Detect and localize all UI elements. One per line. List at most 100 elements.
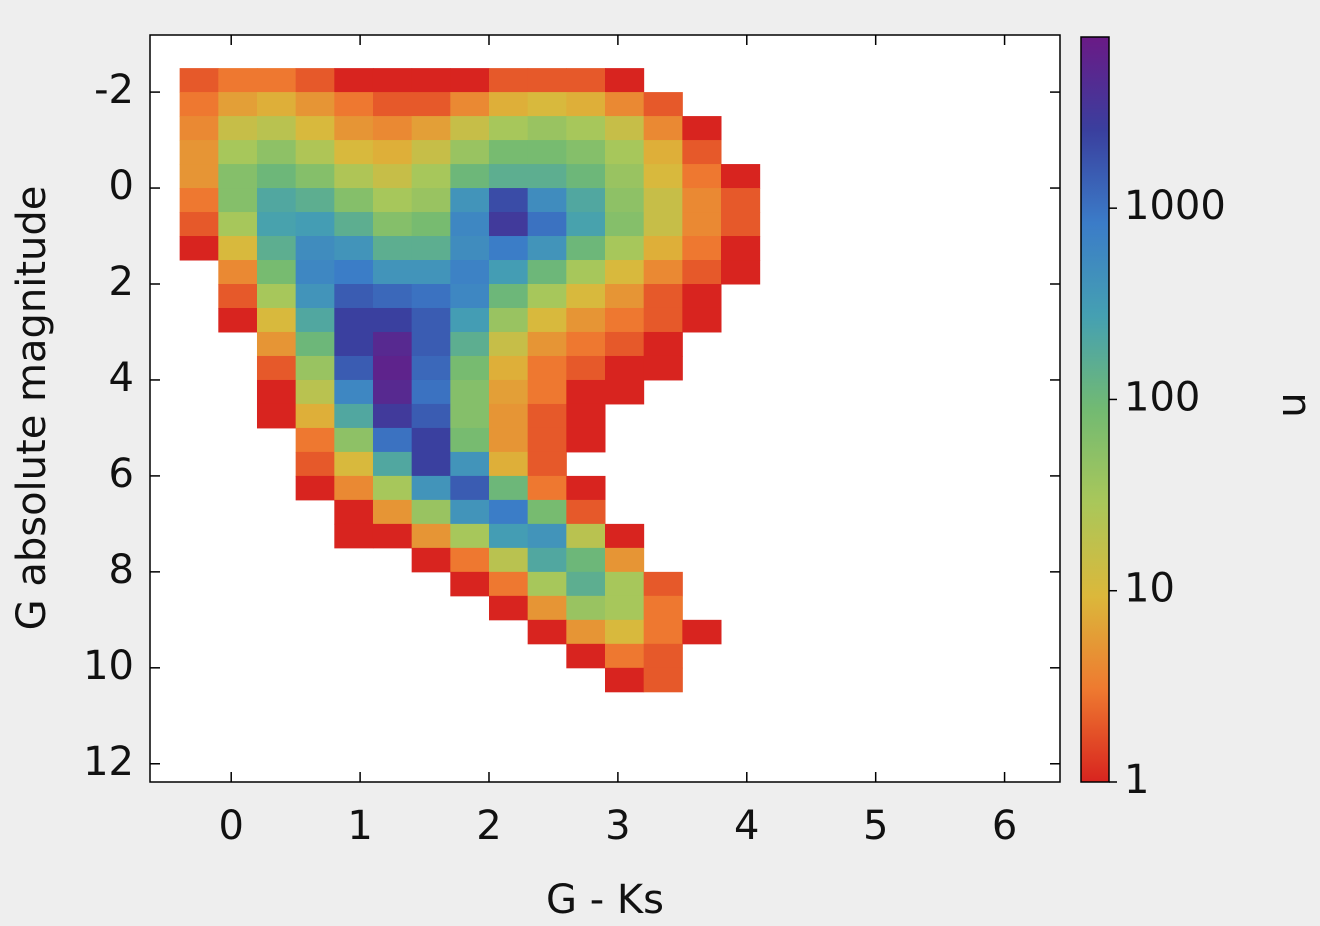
cell <box>218 116 258 141</box>
y-tick-label: -2 <box>94 67 134 113</box>
cell <box>643 307 683 333</box>
cell <box>411 547 451 573</box>
cell <box>605 164 645 189</box>
cell <box>605 140 645 165</box>
cell <box>450 379 490 405</box>
cell <box>527 619 567 645</box>
cell <box>411 116 451 141</box>
cell <box>527 284 567 309</box>
cell <box>605 212 645 237</box>
cell <box>605 595 645 621</box>
cell <box>450 68 490 93</box>
cell <box>605 571 645 597</box>
cell <box>372 92 413 117</box>
cell <box>682 188 722 213</box>
cell <box>643 212 683 237</box>
cell <box>218 164 258 189</box>
x-tick-label: 4 <box>734 803 759 849</box>
y-tick-label: 10 <box>83 643 134 689</box>
cell <box>605 92 645 117</box>
cell <box>411 212 451 237</box>
cell <box>256 188 297 213</box>
cell <box>721 188 761 213</box>
colorbar-tick-label: 1 <box>1124 757 1149 803</box>
cell <box>411 331 451 357</box>
cell <box>488 188 529 213</box>
cell <box>372 451 413 477</box>
cell <box>566 116 606 141</box>
cell <box>527 523 567 549</box>
cell <box>411 523 451 549</box>
cell <box>488 475 529 501</box>
cell <box>488 355 529 381</box>
x-tick-label: 3 <box>605 803 630 849</box>
cell <box>488 403 529 429</box>
cell <box>527 499 567 525</box>
cell <box>334 236 374 261</box>
cell <box>450 451 490 477</box>
cell <box>605 68 645 93</box>
cell <box>450 403 490 429</box>
cell <box>450 499 490 525</box>
cell <box>179 116 219 141</box>
cell <box>334 116 374 141</box>
cell <box>372 212 413 237</box>
cell <box>527 547 567 573</box>
cell <box>372 499 413 525</box>
cell <box>334 475 374 501</box>
cell <box>179 236 219 261</box>
cell <box>256 92 297 117</box>
cell <box>682 140 722 165</box>
cell <box>643 188 683 213</box>
cell <box>411 284 451 309</box>
cell <box>605 116 645 141</box>
cell <box>334 355 374 381</box>
plot-frame <box>149 34 1061 783</box>
cell <box>295 164 335 189</box>
cell <box>334 92 374 117</box>
cell <box>450 355 490 381</box>
x-axis-label: G - Ks <box>546 877 664 923</box>
cell <box>643 331 683 357</box>
cell <box>605 236 645 261</box>
cell <box>682 236 722 261</box>
cell <box>566 164 606 189</box>
cell <box>450 427 490 453</box>
cell <box>527 355 567 381</box>
cell <box>411 499 451 525</box>
cell <box>527 427 567 453</box>
cell <box>372 260 413 285</box>
cell <box>682 260 722 285</box>
cell <box>334 307 374 333</box>
y-axis-label: G absolute magnitude <box>9 186 55 631</box>
cell <box>527 451 567 477</box>
cell <box>605 355 645 381</box>
cell <box>488 499 529 525</box>
cell <box>488 547 529 573</box>
cell <box>605 523 645 549</box>
cell <box>527 403 567 429</box>
cell <box>179 92 219 117</box>
cell <box>256 164 297 189</box>
cell <box>256 331 297 357</box>
cell <box>411 475 451 501</box>
cell <box>179 188 219 213</box>
cell <box>643 260 683 285</box>
cell <box>256 116 297 141</box>
cell <box>256 236 297 261</box>
cell <box>295 212 335 237</box>
cell <box>218 188 258 213</box>
cell <box>450 331 490 357</box>
cell <box>411 379 451 405</box>
cell <box>566 547 606 573</box>
x-tick-label: 0 <box>218 803 243 849</box>
cell <box>411 68 451 93</box>
cell <box>566 595 606 621</box>
cell <box>682 619 722 645</box>
cell <box>566 284 606 309</box>
cell <box>527 307 567 333</box>
cell <box>411 427 451 453</box>
cell <box>527 236 567 261</box>
cell <box>334 140 374 165</box>
